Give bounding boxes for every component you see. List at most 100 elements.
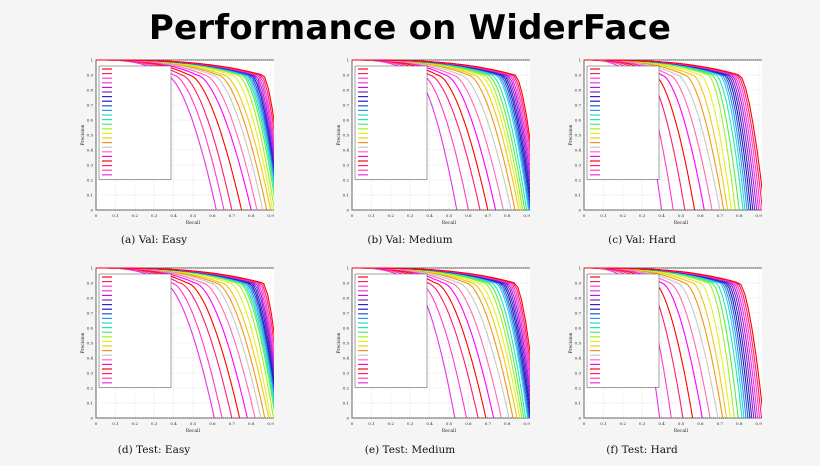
y-tick-label: 0.1 bbox=[575, 193, 581, 198]
chart-caption: (c) Val: Hard bbox=[608, 234, 676, 246]
pr-chart-test-medium: 0 0.1 0.2 0.3 0.4 0.5 0.6 0.7 0.8 0.9 1 0 0.1 0.2 0.3 0… bbox=[336, 266, 530, 434]
x-tick-label: 0.3 bbox=[407, 213, 414, 218]
y-tick-label: 0.5 bbox=[575, 341, 582, 346]
y-tick-label: 0.7 bbox=[343, 311, 350, 316]
y-tick-label: 0.2 bbox=[575, 386, 582, 391]
y-axis-label: Precision bbox=[568, 124, 574, 145]
y-tick-label: 0.8 bbox=[87, 88, 94, 93]
chart-caption: (b) Val: Medium bbox=[367, 234, 453, 246]
y-tick-label: 0.1 bbox=[343, 401, 349, 406]
pr-chart-val-medium: 0 0.1 0.2 0.3 0.4 0.5 0.6 0.7 0.8 0.9 1 0 0.1 0.2 0.3 0… bbox=[336, 58, 530, 226]
x-tick-label: 0.6 bbox=[209, 213, 216, 218]
y-tick-label: 0.2 bbox=[575, 178, 582, 183]
pr-curve bbox=[96, 267, 274, 337]
y-tick-label: 0.9 bbox=[87, 73, 94, 78]
y-tick-label: 0.3 bbox=[575, 163, 582, 168]
y-tick-label: 0.9 bbox=[343, 73, 350, 78]
x-tick-label: 0.4 bbox=[170, 213, 177, 218]
slide-title: Performance on WiderFace bbox=[148, 8, 672, 48]
x-tick-label: 0.3 bbox=[639, 421, 646, 426]
chart-panel-val-medium: 0 0.1 0.2 0.3 0.4 0.5 0.6 0.7 0.8 0.9 1 0 0.1 0.2 0.3 0… bbox=[290, 52, 530, 248]
x-axis-label: Recall bbox=[674, 220, 689, 226]
x-tick-label: 0 bbox=[583, 213, 586, 218]
x-tick-label: 0.2 bbox=[132, 421, 139, 426]
x-tick-label: 0.1 bbox=[600, 421, 606, 426]
x-tick-label: 0.2 bbox=[620, 213, 627, 218]
x-tick-label: 0.7 bbox=[717, 213, 724, 218]
chart-caption: (e) Test: Medium bbox=[364, 444, 456, 456]
x-tick-label: 0.4 bbox=[170, 421, 177, 426]
y-tick-label: 0.3 bbox=[87, 163, 94, 168]
x-tick-label: 0.1 bbox=[368, 421, 374, 426]
y-tick-label: 1 bbox=[90, 58, 93, 63]
x-tick-label: 0 bbox=[583, 421, 586, 426]
y-tick-label: 0.2 bbox=[87, 386, 94, 391]
x-tick-label: 0.1 bbox=[112, 213, 118, 218]
y-tick-label: 0.2 bbox=[87, 178, 94, 183]
y-tick-label: 0 bbox=[578, 416, 581, 421]
x-tick-label: 0.7 bbox=[485, 421, 492, 426]
x-tick-label: 0.6 bbox=[697, 421, 704, 426]
y-tick-label: 0.8 bbox=[87, 296, 94, 301]
x-tick-label: 0.6 bbox=[465, 213, 472, 218]
x-tick-label: 0.7 bbox=[229, 213, 236, 218]
x-tick-label: 0.7 bbox=[229, 421, 236, 426]
x-tick-label: 0.8 bbox=[504, 213, 511, 218]
x-tick-label: 0.3 bbox=[151, 421, 158, 426]
x-tick-label: 0.1 bbox=[112, 421, 118, 426]
y-tick-label: 0 bbox=[346, 208, 349, 213]
y-tick-label: 0.9 bbox=[575, 281, 582, 286]
y-tick-label: 1 bbox=[90, 266, 93, 271]
x-tick-label: 0 bbox=[95, 421, 98, 426]
chart-panel-val-hard: 0 0.1 0.2 0.3 0.4 0.5 0.6 0.7 0.8 0.9 1 0 0.1 0.2 0.3 0… bbox=[522, 52, 762, 248]
x-tick-label: 0.2 bbox=[388, 213, 395, 218]
x-tick-label: 0 bbox=[351, 213, 354, 218]
x-tick-label: 0.7 bbox=[717, 421, 724, 426]
x-tick-label: 0.6 bbox=[697, 213, 704, 218]
chart-panel-val-easy: 0 0.1 0.2 0.3 0.4 0.5 0.6 0.7 0.8 0.9 1 0 0.1 0.2 0.3 0… bbox=[34, 52, 274, 248]
y-tick-label: 1 bbox=[346, 58, 349, 63]
x-tick-label: 0.9 bbox=[267, 213, 274, 218]
y-tick-label: 0.3 bbox=[87, 371, 94, 376]
y-tick-label: 0.1 bbox=[343, 193, 349, 198]
x-tick-label: 0.5 bbox=[678, 213, 685, 218]
x-tick-label: 0.5 bbox=[446, 213, 453, 218]
x-tick-label: 0.6 bbox=[209, 421, 216, 426]
y-tick-label: 0.6 bbox=[87, 118, 94, 123]
x-tick-label: 0.4 bbox=[658, 213, 665, 218]
x-tick-label: 0.8 bbox=[736, 421, 743, 426]
y-tick-label: 0.9 bbox=[575, 73, 582, 78]
y-tick-label: 0.8 bbox=[343, 88, 350, 93]
y-axis-label: Precision bbox=[80, 124, 86, 145]
x-tick-label: 0.8 bbox=[504, 421, 511, 426]
y-tick-label: 0.7 bbox=[575, 311, 582, 316]
y-tick-label: 0.8 bbox=[343, 296, 350, 301]
x-tick-label: 0.1 bbox=[368, 213, 374, 218]
x-tick-label: 0.8 bbox=[248, 213, 255, 218]
x-tick-label: 0.5 bbox=[190, 421, 197, 426]
y-tick-label: 0.5 bbox=[87, 341, 94, 346]
x-tick-label: 0.2 bbox=[620, 421, 627, 426]
y-axis-label: Precision bbox=[336, 124, 342, 145]
x-tick-label: 0.4 bbox=[658, 421, 665, 426]
y-tick-label: 1 bbox=[578, 266, 581, 271]
y-tick-label: 0 bbox=[346, 416, 349, 421]
y-tick-label: 0 bbox=[90, 416, 93, 421]
y-tick-label: 0.3 bbox=[343, 163, 350, 168]
x-axis-label: Recall bbox=[442, 428, 457, 434]
y-tick-label: 0.9 bbox=[87, 281, 94, 286]
y-tick-label: 0.7 bbox=[87, 311, 94, 316]
y-axis-label: Precision bbox=[80, 332, 86, 353]
y-tick-label: 0.6 bbox=[343, 326, 350, 331]
y-tick-label: 0 bbox=[90, 208, 93, 213]
y-tick-label: 0.4 bbox=[87, 356, 94, 361]
pr-curve bbox=[584, 267, 762, 410]
chart-caption: (f) Test: Hard bbox=[606, 444, 678, 456]
y-tick-label: 0.4 bbox=[343, 356, 350, 361]
pr-curve bbox=[352, 59, 530, 144]
x-tick-label: 0.7 bbox=[485, 213, 492, 218]
y-tick-label: 0.2 bbox=[343, 178, 350, 183]
x-tick-label: 0 bbox=[351, 421, 354, 426]
x-axis-label: Recall bbox=[674, 428, 689, 434]
